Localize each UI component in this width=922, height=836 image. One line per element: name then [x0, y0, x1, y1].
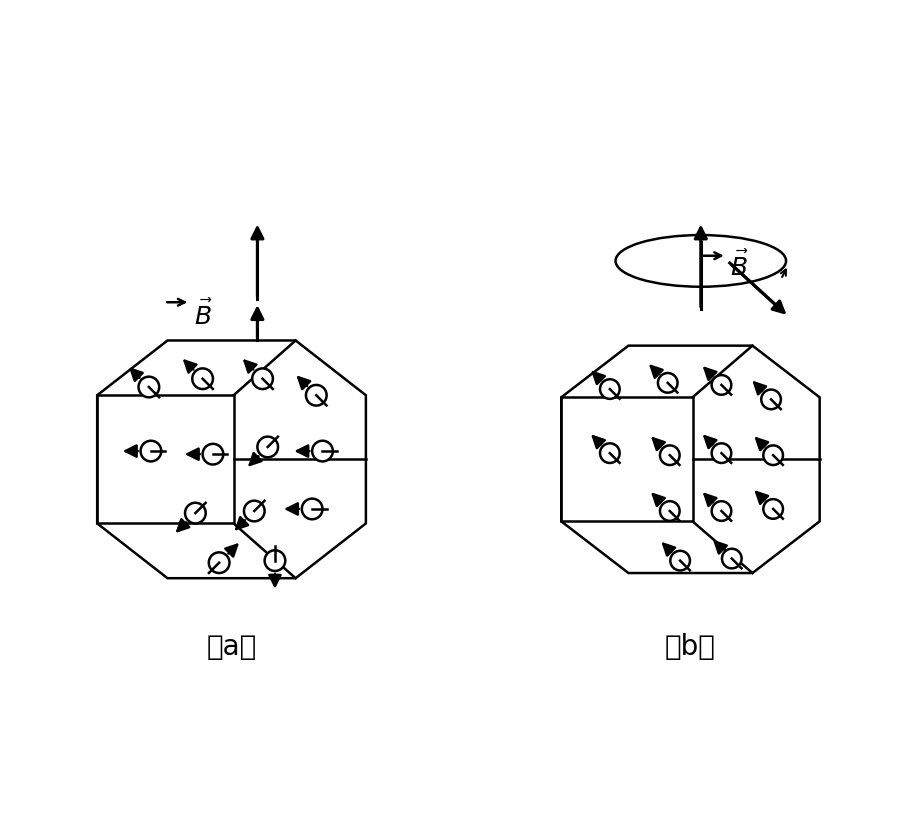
Circle shape: [313, 441, 333, 461]
Circle shape: [762, 390, 781, 409]
Circle shape: [658, 373, 678, 393]
Circle shape: [138, 377, 160, 397]
Circle shape: [257, 436, 278, 457]
Circle shape: [208, 553, 230, 573]
Circle shape: [193, 369, 213, 389]
Circle shape: [253, 369, 273, 389]
Circle shape: [763, 499, 783, 519]
Text: （a）: （a）: [207, 634, 256, 661]
Circle shape: [763, 446, 783, 465]
Circle shape: [712, 443, 731, 463]
Circle shape: [244, 501, 265, 522]
Circle shape: [670, 551, 690, 570]
Circle shape: [660, 446, 680, 465]
Circle shape: [722, 548, 741, 568]
Text: $\vec{B}$: $\vec{B}$: [195, 299, 213, 329]
Circle shape: [306, 385, 326, 405]
Circle shape: [203, 444, 223, 465]
Circle shape: [265, 550, 285, 571]
Circle shape: [600, 443, 620, 463]
Circle shape: [712, 502, 731, 521]
Circle shape: [301, 498, 323, 519]
Circle shape: [600, 380, 620, 399]
Circle shape: [185, 502, 206, 523]
Text: （b）: （b）: [665, 634, 715, 661]
Circle shape: [712, 375, 731, 395]
Text: $\vec{B}$: $\vec{B}$: [729, 251, 748, 281]
Circle shape: [660, 502, 680, 521]
Circle shape: [140, 441, 161, 461]
